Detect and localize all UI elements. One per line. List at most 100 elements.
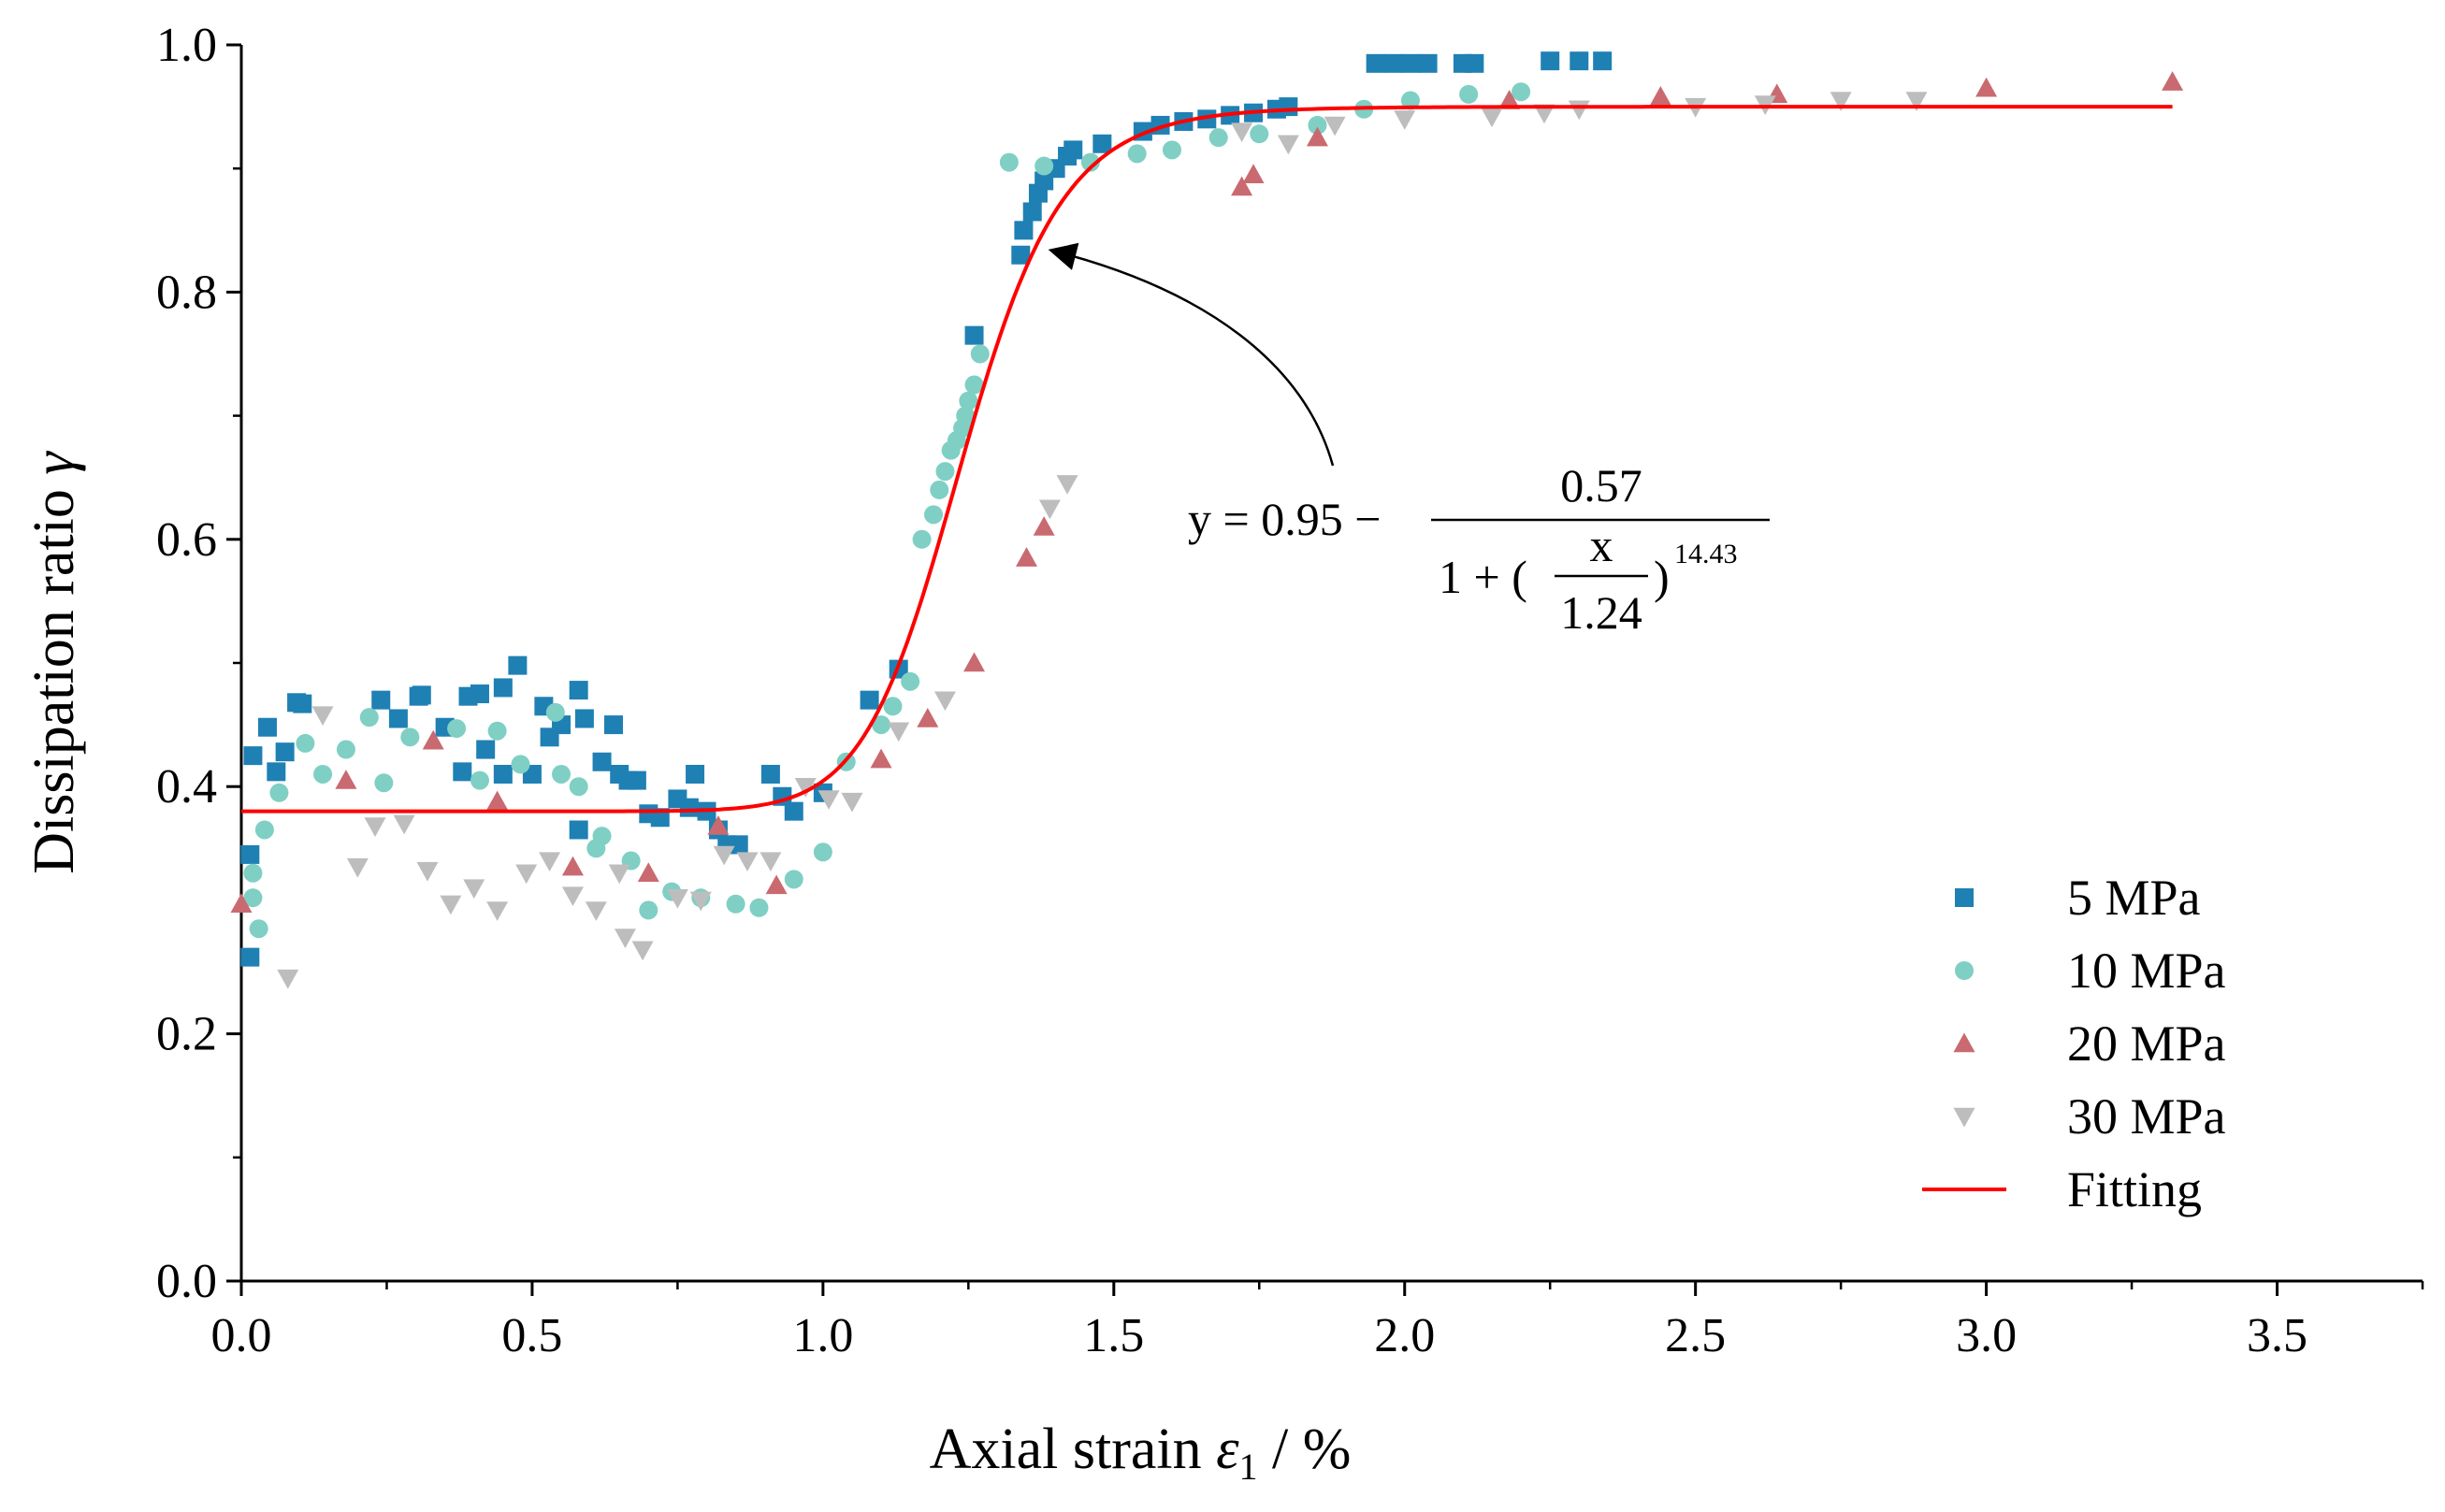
fitting-curve [241,105,2173,814]
data-point-square [293,694,312,713]
legend-label: 30 MPa [2067,1088,2226,1145]
data-point-square [569,820,588,840]
data-point-circle [1162,140,1181,160]
data-point-square [679,798,699,817]
data-point-circle [959,391,978,410]
data-point-triangle-down [1231,122,1253,143]
data-point-triangle-down [760,852,782,872]
data-point-triangle-down [1905,92,1928,111]
data-point-circle [552,764,571,784]
data-point-square [729,835,748,855]
data-point-square [240,844,260,864]
data-point-circle [784,870,803,889]
data-point-triangle-up [2162,71,2184,91]
data-point-triangle-down [463,879,485,900]
labels-layer: 0.0 0.5 1.0 1.5 2.0 2.5 3.0 3.5 0.0 0.2 0.4 0.6 0.8 1… [22,19,2308,1488]
equation-inner-numerator: x [1590,519,1613,571]
data-point-circle [336,740,355,759]
data-point-square [476,740,496,759]
axes-layer [226,43,2424,1296]
data-point-square [1022,202,1042,222]
data-point-circle [359,708,379,727]
data-point-triangle-up [963,652,986,672]
data-point-square [592,752,612,771]
data-point-circle [1512,82,1531,102]
data-point-triangle-down [689,891,712,912]
data-point-circle [1400,91,1420,110]
data-point-square [760,764,780,784]
data-point-square [493,764,513,784]
data-point-circle [470,770,489,790]
y-tick-label: 0.4 [156,760,217,814]
data-point-circle [1127,144,1147,164]
data-point-triangle-up [335,770,357,789]
x-tick-label: 1.0 [792,1309,853,1362]
data-point-square [784,801,803,821]
legend-marker [1953,1032,1975,1053]
data-point-triangle-down [631,941,654,961]
y-tick-label: 0.0 [156,1255,217,1308]
data-point-triangle-down [346,857,369,878]
data-point-circle [935,462,955,482]
data-point-circle [447,719,467,739]
data-point-circle [269,783,289,802]
data-point-circle [1208,128,1228,148]
equation-exponent: 14.43 [1674,539,1738,569]
data-point-square [1197,109,1217,129]
x-tick-label: 2.0 [1374,1309,1435,1362]
data-point-triangle-down [666,888,688,909]
data-point-square [470,684,489,704]
marks-layer [230,51,2184,989]
data-point-circle [511,755,530,774]
data-point-square [493,678,513,698]
data-point-circle [374,773,394,793]
data-point-triangle-up [1975,77,1998,97]
data-point-square [1465,53,1484,73]
y-tick-label: 0.6 [156,513,217,567]
data-point-square [1383,53,1403,73]
data-point-square [1011,245,1031,265]
data-point-square [1418,53,1438,73]
x-axis-title: Axial strain ε1 / % [930,1418,1352,1488]
data-point-circle [313,764,333,784]
legend-label: 10 MPa [2067,943,2226,999]
data-point-triangle-up [765,874,788,895]
data-point-circle [569,777,588,797]
data-point-square [1570,51,1589,71]
data-point-triangle-down [561,886,584,907]
data-point-triangle-down [713,845,735,866]
data-point-triangle-down [1038,499,1061,520]
data-point-triangle-down [608,864,630,885]
data-point-circle [999,152,1019,172]
data-point-circle [883,697,903,716]
data-point-circle [1034,156,1054,176]
x-tick-label: 2.5 [1665,1309,1726,1362]
data-point-triangle-down [1394,110,1416,130]
data-point-triangle-up [561,856,584,876]
x-tick-label: 1.5 [1083,1309,1144,1362]
data-point-triangle-up [1498,89,1521,109]
data-point-circle [1250,124,1269,144]
equation-lhs: y = 0.95 − [1188,493,1381,545]
data-point-triangle-down [1568,100,1590,121]
data-point-triangle-down [1830,92,1852,111]
data-point-circle [970,344,990,364]
data-point-triangle-down [933,691,956,712]
data-point-triangle-up [1033,516,1055,536]
data-point-triangle-up [1016,547,1038,567]
data-point-triangle-down [539,852,561,872]
data-point-triangle-down [416,861,439,882]
data-point-triangle-up [486,790,509,811]
data-point-circle [243,888,263,908]
legend-marker [1953,1107,1975,1128]
data-point-circle [956,406,976,425]
data-point-square [1400,53,1420,73]
data-point-square [1279,97,1298,117]
equation-den-prefix: 1 + ( [1439,551,1527,603]
data-point-square [860,690,879,710]
data-point-circle [400,727,420,747]
data-point-circle [726,894,745,914]
data-point-square [412,685,431,705]
data-point-triangle-up [637,862,659,882]
data-point-circle [1459,84,1479,104]
